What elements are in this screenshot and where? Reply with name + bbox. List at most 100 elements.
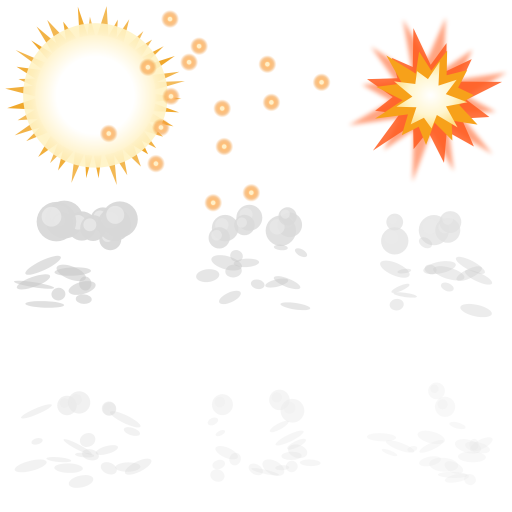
smoke-frame-1 (0, 171, 171, 342)
smoke-graphic-2 (195, 204, 310, 310)
smoke-highlight (430, 384, 439, 394)
smoke-wisp (455, 439, 482, 454)
smoke-puff (211, 394, 233, 416)
smoke-highlight (236, 217, 247, 228)
smoke-puffs (207, 389, 321, 483)
smoke-wisp (273, 244, 288, 250)
smoke-wisp (445, 474, 470, 484)
smoke-wisp (438, 472, 468, 479)
spark-core (186, 60, 191, 65)
smoke-frame-3 (341, 171, 512, 342)
smoke-wisp (54, 463, 83, 474)
smoke-frame-4 (0, 341, 171, 512)
burst-core (25, 25, 166, 166)
smoke-wisp (63, 439, 92, 455)
smoke-highlight (41, 206, 62, 227)
smoke-wisp (207, 417, 218, 426)
smoke-frame-6 (341, 341, 512, 512)
spark-core (248, 190, 254, 195)
explosion-frame (341, 0, 512, 182)
smoke-wisp (79, 276, 92, 291)
smoke-wisp (95, 445, 119, 456)
smoke-wisp (299, 459, 321, 467)
smoke-wisp (75, 452, 95, 458)
spark-core (168, 94, 173, 99)
smoke-graphic-3 (380, 210, 493, 317)
smoke-wisp (215, 430, 225, 437)
explosion-core (394, 61, 468, 129)
smoke-wisp (115, 462, 141, 473)
spark-core (210, 200, 216, 205)
smoke-wisp (31, 438, 43, 445)
smoke-wisp (124, 458, 152, 476)
smoke-highlight (104, 404, 112, 411)
smoke-graphic-5 (207, 389, 321, 483)
smoke-wisp (449, 422, 466, 430)
smoke-wisp (100, 462, 117, 475)
smoke-wisp (464, 474, 477, 486)
spark-core (196, 43, 201, 49)
smoke-wisp (214, 446, 238, 460)
smoke-puff (428, 382, 446, 400)
smoke-highlight (106, 205, 125, 224)
smoke-wisp (419, 236, 433, 248)
smoke-wisp (280, 301, 310, 310)
smoke-wisp (419, 456, 442, 467)
smoke-wisp (233, 258, 259, 267)
smoke-wisp (389, 298, 405, 311)
smoke-highlight (422, 218, 438, 234)
spark-core (145, 65, 150, 70)
spark-core (219, 106, 225, 111)
smoke-wisp (433, 265, 465, 281)
smoke-highlight (210, 229, 222, 241)
smoke-puffs (367, 382, 493, 486)
smoke-wisp (286, 439, 306, 450)
smoke-wisp (248, 463, 263, 476)
smoke-wisp (262, 459, 284, 477)
smoke-wisp (458, 451, 487, 463)
smoke-wisp (456, 256, 486, 274)
smoke-wisp (25, 300, 65, 308)
smoke-wisp (391, 283, 410, 293)
spark-group (99, 10, 331, 212)
smoke-wisp (14, 459, 47, 473)
smoke-highlight (214, 397, 225, 408)
smoke-puff (67, 391, 91, 414)
smoke-wisp (56, 264, 86, 281)
smoke-wisp (25, 255, 61, 275)
smoke-highlight (437, 399, 448, 410)
smoke-wisp (425, 264, 437, 274)
smoke-wisp (82, 449, 99, 461)
explosion-graphic (349, 17, 508, 182)
smoke-wisp (209, 469, 225, 483)
smoke-puff (435, 397, 456, 418)
smoke-frame-2 (171, 171, 342, 342)
smoke-wisp (20, 404, 52, 419)
smoke-puff (268, 389, 290, 411)
smoke-wisp (423, 260, 457, 274)
smoke-wisp (110, 411, 141, 428)
smoke-puffs (14, 391, 152, 489)
flash-burst-frame (0, 0, 185, 185)
spark-core (167, 16, 172, 22)
smoke-wisp (429, 458, 459, 473)
smoke-puffs (13, 200, 138, 308)
smoke-wisp (68, 475, 94, 489)
smoke-highlight (442, 213, 454, 225)
smoke-wisp (274, 465, 289, 471)
smoke-wisp (275, 430, 304, 446)
smoke-wisp (250, 279, 265, 289)
smoke-wisp (419, 440, 444, 454)
smoke-wisp (397, 268, 412, 274)
smoke-wisp (382, 449, 398, 457)
smoke-wisp (228, 453, 241, 466)
smoke-wisp (287, 444, 307, 459)
smoke-wisp (51, 287, 66, 301)
smoke-wisp (285, 461, 298, 473)
explosion-shape (349, 17, 508, 182)
smoke-wisp (367, 433, 397, 442)
smoke-wisp (407, 446, 418, 453)
smoke-graphic-4 (14, 391, 152, 489)
smoke-wisp (16, 273, 51, 290)
